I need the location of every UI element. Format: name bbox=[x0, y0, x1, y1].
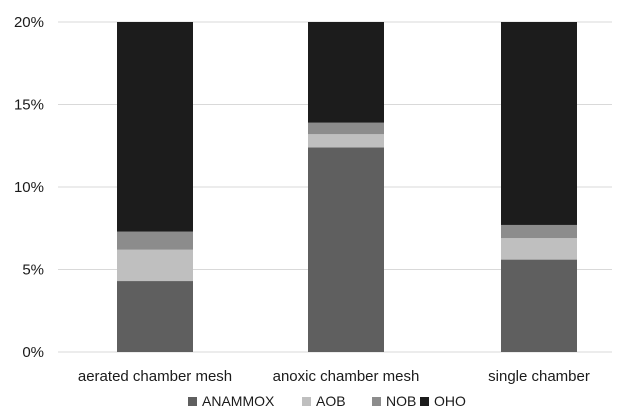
bar-segment-anammox-1 bbox=[117, 281, 193, 352]
bars bbox=[117, 22, 577, 352]
y-tick-label: 10% bbox=[14, 179, 44, 196]
y-axis-tick-labels: 0% 5% 10% 15% 20% bbox=[14, 14, 44, 361]
bar-segment-nob-1 bbox=[117, 231, 193, 250]
x-axis-category-labels: aerated chamber mesh anoxic chamber mesh s… bbox=[78, 368, 590, 385]
y-tick-label: 0% bbox=[22, 344, 44, 361]
bar-segment-oho-1 bbox=[117, 22, 193, 232]
legend-label-anammox: ANAMMOX bbox=[202, 393, 275, 409]
legend-swatch-anammox bbox=[188, 397, 197, 406]
x-category-label: anoxic chamber mesh bbox=[273, 368, 420, 385]
legend: ANAMMOX AOB NOB OHO bbox=[188, 393, 466, 409]
bar-segment-aob-1 bbox=[117, 249, 193, 282]
legend-swatch-aob bbox=[302, 397, 311, 406]
bar-segment-nob-3 bbox=[501, 224, 577, 239]
bar-segment-anammox-2 bbox=[308, 147, 384, 352]
legend-label-oho: OHO bbox=[434, 393, 466, 409]
bar-segment-aob-2 bbox=[308, 134, 384, 148]
legend-label-nob: NOB bbox=[386, 393, 416, 409]
x-category-label: aerated chamber mesh bbox=[78, 368, 232, 385]
bar-segment-aob-3 bbox=[501, 238, 577, 260]
bar-segment-oho-2 bbox=[308, 22, 384, 123]
x-category-label: single chamber bbox=[488, 368, 590, 385]
legend-label-aob: AOB bbox=[316, 393, 346, 409]
bar-segment-anammox-3 bbox=[501, 259, 577, 352]
bar-segment-oho-3 bbox=[501, 22, 577, 225]
y-tick-label: 20% bbox=[14, 14, 44, 31]
bar-segment-nob-2 bbox=[308, 122, 384, 135]
legend-swatch-nob bbox=[372, 397, 381, 406]
y-tick-label: 15% bbox=[14, 97, 44, 114]
y-tick-label: 5% bbox=[22, 262, 44, 279]
legend-swatch-oho bbox=[420, 397, 429, 406]
